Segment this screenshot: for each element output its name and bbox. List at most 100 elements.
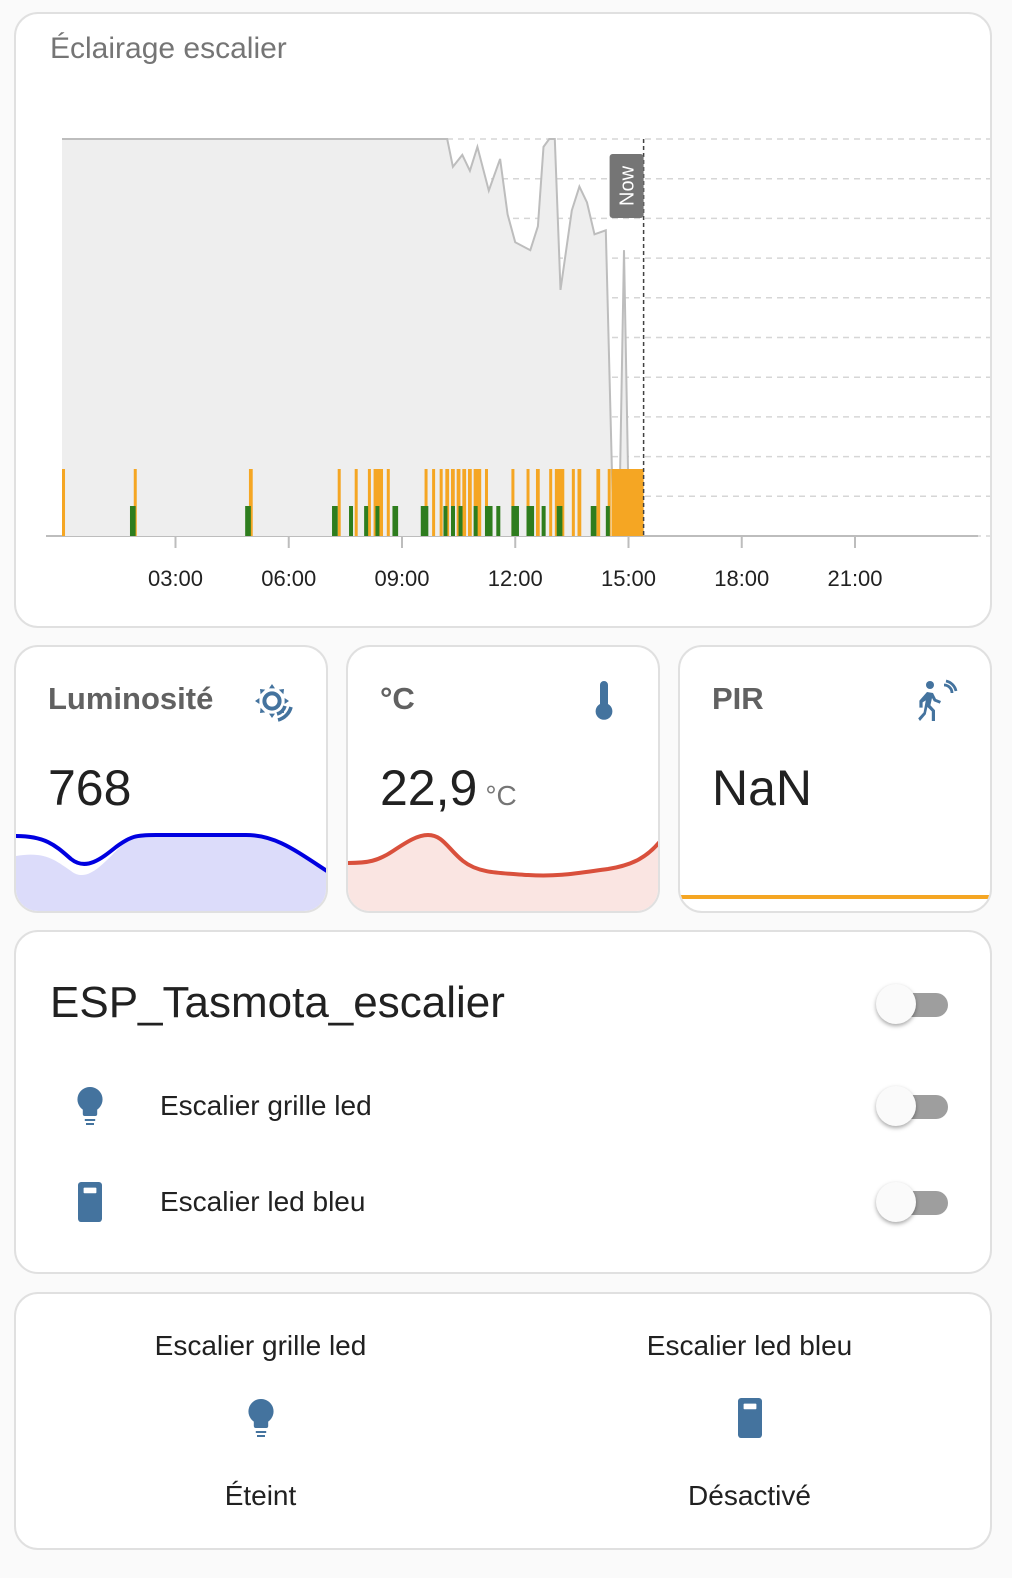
entity-toggle-grille-led[interactable] xyxy=(876,1086,952,1126)
on-period-bar xyxy=(577,469,582,536)
on-period-bar xyxy=(556,506,563,536)
toggle-knob xyxy=(876,984,916,1024)
on-period-bar xyxy=(432,469,436,536)
sensor-name: °C xyxy=(380,681,415,716)
on-period-bar xyxy=(392,506,399,536)
on-period-bar xyxy=(458,506,463,536)
sensor-value: 768 xyxy=(48,760,132,816)
on-period-bar xyxy=(420,506,429,536)
glance-item-grille-led[interactable]: Escalier grille led Éteint xyxy=(16,1294,505,1548)
on-period-bar xyxy=(611,469,644,536)
on-period-bar xyxy=(386,469,390,536)
chart-area xyxy=(62,139,644,536)
on-period-bar xyxy=(337,469,341,536)
entity-row-label: Escalier led bleu xyxy=(160,1186,366,1217)
on-period-bar xyxy=(450,469,455,536)
on-period-bar xyxy=(467,469,472,536)
x-tick-label: 03:00 xyxy=(148,566,203,591)
x-tick-label: 06:00 xyxy=(261,566,316,591)
on-period-bar xyxy=(248,469,253,536)
on-period-bar xyxy=(332,506,338,536)
entity-row-led-bleu[interactable]: Escalier led bleu xyxy=(16,1170,990,1234)
on-period-bar xyxy=(607,469,611,536)
sparkline-area xyxy=(348,835,658,911)
x-tick-label: 21:00 xyxy=(827,566,882,591)
brightness-auto-icon xyxy=(255,684,293,722)
now-badge xyxy=(609,154,644,218)
on-period-bar xyxy=(496,506,501,536)
entity-toggle-led-bleu[interactable] xyxy=(876,1182,952,1222)
on-period-bar xyxy=(245,506,251,536)
sensor-card-luminosite[interactable]: Luminosité 768 xyxy=(14,645,328,913)
on-period-bar xyxy=(484,469,488,536)
on-period-bar xyxy=(571,469,575,536)
on-period-bar xyxy=(473,469,482,536)
history-graph-card[interactable]: Éclairage escalier 03:00 06:00 09:00 12:00 1… xyxy=(14,12,992,628)
on-period-bar xyxy=(456,469,461,536)
header-toggle[interactable] xyxy=(876,984,952,1024)
x-tick-label: 15:00 xyxy=(601,566,656,591)
on-period-bar xyxy=(554,469,565,536)
on-period-bar xyxy=(473,506,478,536)
on-period-bar xyxy=(367,469,371,536)
on-period-bar xyxy=(511,469,515,536)
on-period-bar xyxy=(443,506,448,536)
on-period-bar xyxy=(511,506,519,536)
on-period-bar xyxy=(596,469,601,536)
on-period-bar xyxy=(535,469,540,536)
sparkline-line xyxy=(348,832,658,878)
sensor-sparkline xyxy=(16,833,326,911)
on-period-bar xyxy=(484,506,493,536)
x-tick-label: 18:00 xyxy=(714,566,769,591)
on-period-bar xyxy=(424,469,428,536)
glance-name: Escalier led bleu xyxy=(646,1330,853,1361)
entity-row-grille-led[interactable]: Escalier grille led xyxy=(16,1074,990,1138)
on-period-bar xyxy=(526,506,535,536)
sensor-card-temperature[interactable]: °C 22,9 °C xyxy=(346,645,660,913)
card-title: Éclairage escalier xyxy=(50,32,287,65)
x-tick-label: 12:00 xyxy=(488,566,543,591)
on-period-bar xyxy=(605,506,610,536)
sensor-sparkline xyxy=(348,832,658,911)
on-period-bar xyxy=(549,469,553,536)
history-chart[interactable]: 03:00 06:00 09:00 12:00 15:00 18:00 21:00 Now xyxy=(16,14,992,628)
on-period-bar xyxy=(541,506,546,536)
lightbulb-icon xyxy=(77,1086,103,1125)
on-period-bar xyxy=(590,506,597,536)
on-period-bar xyxy=(354,469,358,536)
glance-state: Désactivé xyxy=(688,1480,811,1511)
sensor-sparkline xyxy=(680,895,990,899)
glance-state: Éteint xyxy=(224,1480,297,1511)
sparkline-line xyxy=(16,833,326,873)
thermometer-icon xyxy=(595,681,613,720)
toggle-knob xyxy=(876,1086,916,1126)
sensor-card-pir[interactable]: PIR NaN xyxy=(678,645,992,913)
toggle-knob xyxy=(876,1182,916,1222)
now-label: Now xyxy=(617,165,639,206)
on-period-bar xyxy=(526,469,530,536)
on-period-bar xyxy=(445,469,450,536)
light-switch-icon xyxy=(737,1398,762,1438)
glance-name: Escalier grille led xyxy=(154,1330,367,1361)
sensor-name: PIR xyxy=(712,681,764,716)
entity-row-label: Escalier grille led xyxy=(160,1090,372,1121)
lightbulb-icon xyxy=(247,1398,274,1437)
glance-card: Escalier grille led Éteint Escalier led … xyxy=(14,1292,992,1550)
on-period-bar xyxy=(364,506,369,536)
on-period-bar xyxy=(375,506,380,536)
glance-item-led-bleu[interactable]: Escalier led bleu Désactivé xyxy=(505,1294,990,1548)
on-period-bar xyxy=(373,469,384,536)
on-period-bar xyxy=(129,506,136,536)
light-switch-icon xyxy=(78,1182,102,1222)
on-period-bar xyxy=(62,469,66,536)
x-tick-label: 09:00 xyxy=(374,566,429,591)
sensor-value: 22,9 °C xyxy=(380,760,517,816)
on-period-bar xyxy=(439,469,443,536)
sensor-value: NaN xyxy=(712,760,813,816)
sensor-name: Luminosité xyxy=(48,681,214,716)
on-period-bar xyxy=(349,506,354,536)
motion-sensor-icon xyxy=(918,679,958,721)
on-period-bar xyxy=(462,469,467,536)
on-period-bar xyxy=(450,506,455,536)
on-period-bar xyxy=(133,469,137,536)
